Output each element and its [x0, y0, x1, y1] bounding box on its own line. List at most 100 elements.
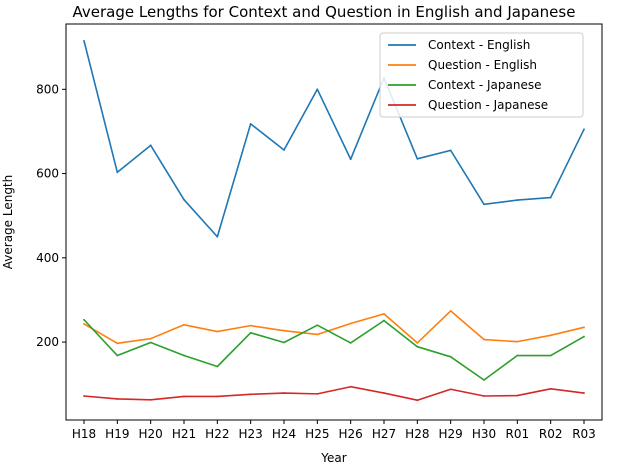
data-point-context-english — [349, 158, 352, 161]
data-point-question-japanese — [516, 394, 519, 397]
data-point-context-japanese — [116, 354, 119, 357]
chart-title: Average Lengths for Context and Question… — [73, 3, 576, 21]
x-tick-label: H28 — [405, 427, 429, 441]
legend-label: Question - English — [428, 58, 537, 72]
x-tick-label: R03 — [572, 427, 596, 441]
data-point-question-japanese — [216, 395, 219, 398]
data-point-question-japanese — [249, 393, 252, 396]
x-tick-label: H30 — [472, 427, 496, 441]
data-point-context-english — [549, 196, 552, 199]
data-point-question-english — [183, 323, 185, 326]
data-point-question-english — [549, 334, 552, 337]
data-point-question-japanese — [349, 385, 352, 388]
legend-label: Context - English — [428, 38, 530, 52]
data-point-context-english — [149, 144, 152, 147]
legend-box — [379, 32, 584, 118]
data-point-context-english — [249, 122, 252, 125]
x-tick-label: H21 — [172, 427, 196, 441]
data-point-context-japanese — [416, 345, 419, 348]
x-tick-label: H19 — [105, 427, 129, 441]
series-line-context-japanese — [83, 319, 585, 381]
legend-label: Question - Japanese — [428, 98, 548, 112]
data-point-question-english — [483, 338, 485, 341]
data-point-context-japanese — [349, 342, 352, 344]
y-tick-label: 800 — [36, 82, 59, 96]
data-point-question-japanese — [83, 395, 85, 397]
data-point-context-japanese — [249, 331, 252, 334]
y-axis: 200 400 600 800 — [36, 82, 66, 349]
data-point-question-english — [316, 333, 319, 336]
legend-label: Context - Japanese — [428, 78, 541, 92]
data-point-context-japanese — [516, 354, 519, 357]
data-point-question-japanese — [483, 395, 485, 397]
x-tick-label: H22 — [205, 427, 229, 441]
data-point-context-japanese — [216, 365, 219, 368]
data-point-context-english — [183, 198, 185, 201]
y-axis-label: Average Length — [1, 175, 15, 269]
data-point-question-english — [149, 337, 152, 340]
data-point-question-japanese — [149, 398, 152, 401]
data-point-context-japanese — [483, 379, 485, 381]
x-tick-label: H25 — [305, 427, 329, 441]
data-point-question-english — [116, 342, 119, 345]
data-point-context-english — [583, 128, 585, 131]
x-tick-label: H20 — [139, 427, 163, 441]
data-point-context-english — [316, 88, 319, 91]
data-point-context-japanese — [383, 319, 385, 322]
x-tick-label: H23 — [239, 427, 263, 441]
data-point-question-english — [383, 312, 385, 315]
data-point-question-english — [216, 330, 219, 333]
y-tick-label: 600 — [36, 167, 59, 181]
data-point-question-english — [249, 324, 252, 327]
data-point-question-english — [516, 340, 519, 343]
data-point-question-japanese — [116, 398, 119, 400]
data-point-question-japanese — [283, 392, 285, 394]
x-axis: H18 H19 H20 H21 H22 H23 H24 H25 H26 H27 H28 H29 H30 R… — [72, 420, 596, 441]
data-point-question-japanese — [183, 395, 185, 398]
data-point-context-japanese — [83, 318, 85, 321]
data-point-context-english — [116, 171, 119, 174]
data-point-question-japanese — [316, 392, 319, 395]
data-point-context-english — [416, 157, 419, 160]
data-point-context-japanese — [449, 355, 452, 358]
data-point-context-japanese — [549, 354, 552, 357]
legend: Context - English Question - English Conte… — [379, 32, 584, 118]
y-tick-label: 200 — [36, 335, 59, 349]
x-tick-label: H24 — [272, 427, 296, 441]
data-point-question-english — [416, 342, 419, 344]
data-point-question-japanese — [549, 387, 552, 390]
series-line-question-english — [83, 310, 585, 345]
x-tick-label: R02 — [539, 427, 563, 441]
data-point-context-japanese — [183, 354, 185, 357]
data-point-question-japanese — [449, 388, 452, 391]
series-lines — [83, 39, 585, 402]
series-line-question-japanese — [83, 385, 585, 402]
x-axis-label: Year — [320, 451, 346, 462]
data-point-context-english — [449, 149, 452, 152]
data-point-context-japanese — [316, 324, 319, 327]
data-point-question-japanese — [383, 392, 385, 394]
data-point-question-english — [83, 323, 85, 325]
x-tick-label: H18 — [72, 427, 96, 441]
data-point-context-english — [483, 203, 485, 206]
data-point-context-japanese — [149, 341, 152, 344]
data-point-question-japanese — [416, 399, 419, 402]
data-point-question-english — [583, 326, 585, 329]
data-point-context-english — [83, 39, 85, 42]
y-tick-label: 400 — [36, 251, 59, 265]
data-point-context-english — [516, 199, 519, 201]
x-tick-label: H26 — [339, 427, 363, 441]
data-point-context-japanese — [283, 341, 285, 344]
data-point-context-english — [283, 149, 285, 151]
plot-frame — [65, 23, 603, 421]
data-point-question-japanese — [583, 392, 585, 394]
x-tick-label: H27 — [372, 427, 396, 441]
data-point-question-english — [449, 309, 452, 312]
x-tick-label: H29 — [439, 427, 463, 441]
x-tick-label: R01 — [506, 427, 530, 441]
data-point-question-english — [283, 329, 285, 332]
data-point-question-english — [349, 322, 352, 325]
series-line-context-english — [83, 40, 585, 238]
data-point-context-english — [216, 235, 219, 238]
